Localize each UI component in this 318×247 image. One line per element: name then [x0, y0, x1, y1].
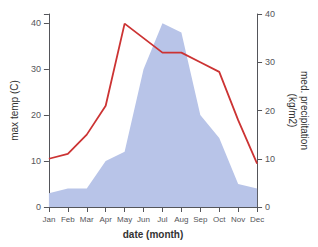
svg-text:max temp (C): max temp (C)	[9, 80, 20, 141]
svg-text:Jan: Jan	[42, 215, 55, 224]
svg-text:10: 10	[31, 156, 41, 166]
svg-text:30: 30	[31, 64, 41, 74]
svg-text:med. precipitation: med. precipitation	[299, 71, 310, 150]
svg-text:20: 20	[265, 106, 275, 116]
svg-text:40: 40	[265, 9, 275, 19]
svg-text:40: 40	[31, 18, 41, 28]
svg-text:30: 30	[265, 57, 275, 67]
svg-text:Oct: Oct	[213, 215, 226, 224]
svg-text:0: 0	[36, 202, 41, 212]
svg-text:Feb: Feb	[61, 215, 75, 224]
svg-text:0: 0	[265, 202, 270, 212]
svg-text:(kg/m2): (kg/m2)	[287, 94, 298, 128]
svg-text:Dec: Dec	[250, 215, 264, 224]
svg-text:10: 10	[265, 154, 275, 164]
svg-text:Apr: Apr	[99, 215, 112, 224]
svg-text:May: May	[117, 215, 132, 224]
svg-text:Aug: Aug	[174, 215, 188, 224]
svg-text:Sep: Sep	[193, 215, 208, 224]
svg-text:Nov: Nov	[231, 215, 245, 224]
svg-text:20: 20	[31, 110, 41, 120]
svg-text:date (month): date (month)	[123, 229, 184, 240]
svg-text:Jul: Jul	[157, 215, 167, 224]
svg-text:Jun: Jun	[137, 215, 150, 224]
svg-text:Mar: Mar	[80, 215, 94, 224]
